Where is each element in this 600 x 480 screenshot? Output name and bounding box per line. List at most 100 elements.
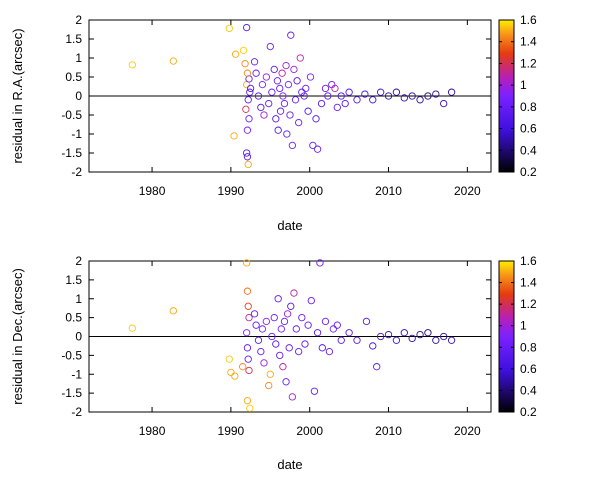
data-point — [373, 363, 381, 371]
data-point — [284, 80, 293, 89]
data-point — [432, 336, 440, 344]
data-point — [293, 77, 301, 85]
data-point — [287, 302, 295, 310]
data-point — [169, 57, 177, 65]
data-point — [298, 313, 306, 322]
y-tick-label: -0.5 — [61, 108, 82, 122]
data-point — [266, 42, 274, 51]
x-tick-label: 1980 — [139, 184, 166, 198]
data-point — [280, 317, 289, 326]
colorbar-tick-label: 1.6 — [520, 13, 537, 27]
y-tick-label: 1.5 — [65, 32, 82, 46]
data-point — [295, 347, 303, 356]
data-point — [273, 77, 282, 85]
data-point — [300, 92, 308, 100]
data-point — [276, 84, 284, 93]
data-point — [282, 378, 290, 386]
data-point — [277, 325, 285, 333]
data-point — [245, 115, 253, 123]
data-point — [262, 73, 271, 81]
data-point — [287, 31, 295, 39]
data-point — [376, 88, 385, 96]
panel-2: 2 1.5 1 0.5 0 -0.5 -1 -1.5 -2 1980 1990 2000 2010 202… — [10, 254, 537, 472]
data-point — [291, 96, 300, 104]
data-point — [242, 23, 251, 32]
data-point — [225, 355, 233, 363]
data-point — [231, 372, 239, 380]
data-point — [313, 145, 322, 153]
data-point — [243, 69, 252, 77]
data-point — [243, 344, 252, 352]
colorbar-tick-label: 0.6 — [520, 122, 537, 136]
data-point — [243, 126, 252, 134]
data-point — [282, 61, 290, 70]
data-point — [128, 61, 137, 69]
data-point — [376, 332, 385, 341]
data-point — [288, 393, 297, 401]
y-tick-label: -1.5 — [61, 146, 82, 160]
data-point — [333, 321, 341, 329]
y-axis-label: residual in R.A.(arcsec) — [10, 28, 25, 163]
colorbar-tick-label: 0.4 — [520, 383, 537, 397]
data-point — [416, 96, 424, 104]
data-point — [337, 336, 345, 344]
data-point — [274, 295, 282, 303]
y-tick-label: 0.5 — [65, 70, 82, 84]
data-point — [265, 381, 273, 390]
y-tick-label: 1 — [75, 292, 82, 306]
data-point — [369, 342, 377, 350]
y-tick-label: -2 — [71, 165, 82, 179]
data-point — [321, 317, 330, 326]
y-tick-label: 0 — [75, 330, 82, 344]
data-point — [227, 368, 235, 377]
data-point — [241, 60, 249, 68]
data-point — [309, 141, 317, 150]
data-point — [276, 351, 284, 360]
data-point — [288, 141, 297, 150]
colorbar-tick-label: 1 — [520, 319, 527, 333]
data-point — [345, 329, 353, 337]
data-point — [244, 355, 252, 363]
data-point — [416, 330, 424, 339]
data-point — [272, 115, 280, 123]
data-point — [304, 321, 312, 329]
data-point — [353, 336, 361, 344]
data-point — [392, 88, 401, 96]
data-point — [298, 88, 306, 96]
colorbar-tick-label: 1.2 — [520, 56, 537, 70]
colorbar-tick-label: 0.2 — [520, 165, 537, 179]
data-point — [307, 296, 315, 305]
colorbar — [498, 19, 515, 173]
x-tick-label: 2010 — [375, 424, 402, 438]
data-point — [310, 387, 319, 395]
data-point — [268, 88, 276, 96]
y-tick-label: -0.5 — [61, 348, 82, 362]
data-point — [262, 317, 271, 326]
data-point — [274, 126, 282, 134]
data-point — [333, 103, 341, 112]
data-point — [324, 92, 332, 100]
data-point — [265, 99, 273, 108]
data-point — [258, 80, 267, 89]
data-point — [279, 363, 287, 371]
y-tick-label: -1.5 — [61, 386, 82, 400]
data-point — [353, 96, 361, 104]
data-point — [290, 65, 298, 74]
data-point — [244, 302, 252, 310]
y-tick-label: 1 — [75, 51, 82, 65]
data-point — [392, 336, 401, 344]
data-point — [276, 107, 285, 115]
data-point — [295, 118, 303, 127]
data-point — [280, 99, 289, 108]
colorbar-tick-label: 0.6 — [520, 362, 537, 376]
data-point — [242, 329, 251, 337]
data-point — [345, 88, 353, 96]
data-point — [302, 84, 310, 93]
x-tick-label: 2000 — [296, 184, 323, 198]
data-point — [440, 99, 448, 108]
data-point — [301, 340, 309, 348]
data-point — [258, 325, 267, 333]
data-point — [316, 259, 324, 267]
data-point — [243, 153, 252, 161]
